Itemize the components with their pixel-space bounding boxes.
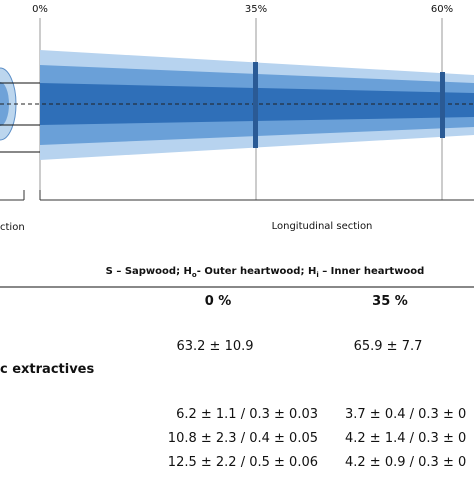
- cell: 65.9 ± 7.7: [354, 339, 423, 354]
- section-label: Longitudinal section: [272, 221, 373, 232]
- cell: 12.5 ± 2.2 / 0.5 ± 0.06: [168, 455, 318, 470]
- cell: 3.7 ± 0.4 / 0.3 ± 0: [345, 407, 466, 422]
- position: 60%: [431, 4, 453, 15]
- legend-sub: i: [316, 271, 318, 279]
- cross-section-core: [0, 82, 9, 126]
- legend-part: - Outer heartwood; H: [197, 266, 317, 277]
- disc: [440, 72, 445, 138]
- position: 0%: [32, 4, 48, 15]
- legend-sub: o: [192, 271, 197, 279]
- cell: 63.2 ± 10.9: [176, 339, 253, 354]
- legend-part: S – Sapwood; H: [106, 266, 192, 277]
- cell: 4.2 ± 0.9 / 0.3 ± 0: [345, 455, 466, 470]
- section-title: c extractives: [0, 362, 94, 377]
- section-label: ction: [0, 222, 25, 233]
- cell: 10.8 ± 2.3 / 0.4 ± 0.05: [168, 431, 318, 446]
- disc: [253, 62, 258, 148]
- legend: S – Sapwood; Ho- Outer heartwood; Hi – I…: [106, 266, 425, 279]
- cell: 6.2 ± 1.1 / 0.3 ± 0.03: [176, 407, 318, 422]
- legend-part: – Inner heartwood: [319, 266, 425, 277]
- col-header: 0 %: [205, 294, 232, 309]
- position: 35%: [245, 4, 267, 15]
- col-header: 35 %: [372, 294, 408, 309]
- cell: 4.2 ± 1.4 / 0.3 ± 0: [345, 431, 466, 446]
